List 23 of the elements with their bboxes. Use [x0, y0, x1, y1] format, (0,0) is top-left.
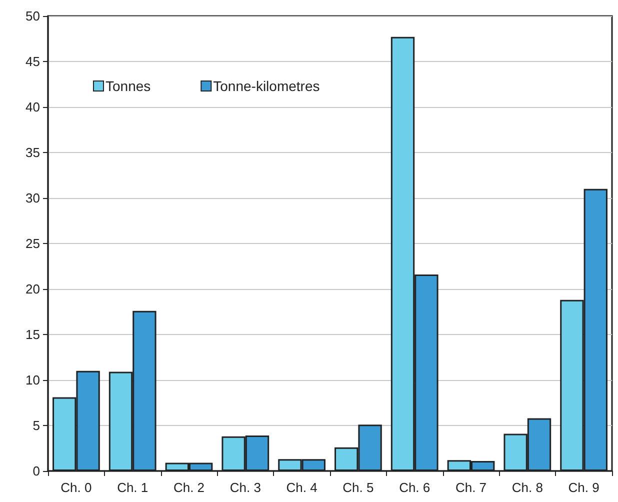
x-tick-label: Ch. 2 — [173, 480, 205, 495]
y-tick-label: 0 — [32, 464, 40, 478]
y-tick-label: 40 — [26, 100, 40, 114]
y-tick-label: 20 — [26, 282, 40, 296]
y-tick-label: 30 — [26, 190, 40, 206]
x-tick-label: Ch. 8 — [512, 480, 543, 495]
legend-label: Tonnes — [106, 78, 151, 94]
y-tick-label: 15 — [26, 327, 40, 342]
x-tick-label: Ch. 1 — [117, 480, 148, 495]
x-tick-label: Ch. 0 — [60, 480, 92, 495]
x-tick-label: Ch. 4 — [286, 480, 318, 495]
y-tick-label: 25 — [26, 236, 40, 251]
y-tick-label: 5 — [32, 418, 40, 433]
x-tick-label: Ch. 7 — [455, 480, 487, 495]
x-tick-label: Ch. 9 — [568, 480, 600, 495]
y-tick-label: 35 — [26, 145, 40, 160]
x-tick-label: Ch. 5 — [342, 480, 374, 495]
x-tick-label: Ch. 3 — [230, 480, 261, 495]
y-tick-label: 45 — [26, 54, 40, 69]
legend-label: Tonne-kilometres — [213, 78, 320, 94]
y-tick-label: 50 — [26, 8, 40, 24]
y-tick-label: 10 — [26, 372, 40, 388]
x-tick-label: Ch. 6 — [399, 480, 430, 495]
